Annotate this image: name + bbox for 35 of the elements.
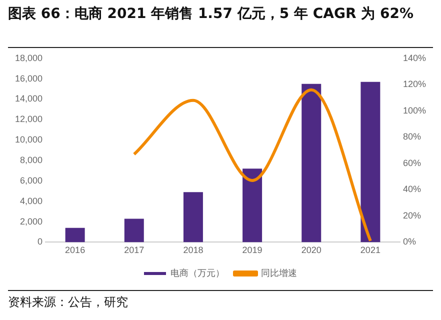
y-tick-label: 4,000	[20, 196, 43, 206]
legend-label: 同比增速	[261, 268, 297, 278]
y2-tick-label: 100%	[402, 105, 426, 116]
x-tick-label: 2017	[124, 245, 144, 256]
y-tick-label: 16,000	[14, 73, 43, 84]
x-tick-label: 2016	[65, 245, 86, 256]
x-tick-label: 2021	[360, 245, 380, 256]
y-tick-label: 12,000	[14, 114, 43, 124]
y2-tick-label: 120%	[402, 79, 426, 90]
bar	[360, 82, 380, 242]
text: 资料来源：公告，研究	[8, 294, 128, 311]
legend-label: 电商（万元）	[170, 268, 224, 278]
bar	[242, 168, 262, 242]
bar	[124, 218, 144, 242]
y-tick-label: 10,000	[14, 134, 43, 145]
bar	[65, 228, 85, 242]
y2-tick-label: 80%	[402, 132, 421, 142]
x-tick-label: 2019	[242, 245, 262, 256]
bar	[183, 192, 203, 242]
y-tick-label: 6,000	[20, 175, 43, 186]
y-tick-label: 0	[38, 236, 43, 247]
line-series	[132, 88, 372, 242]
y2-tick-label: 60%	[402, 158, 421, 168]
x-tick-label: 2018	[183, 245, 204, 256]
y2-tick-label: 20%	[402, 210, 421, 220]
y2-tick-label: 40%	[402, 184, 421, 194]
y-tick-label: 8,000	[20, 154, 43, 165]
y-tick-label: 14,000	[14, 94, 43, 104]
chart-title: 图表 66：电商 2021 年销售 1.57 亿元，5 年 CAGR 为 62%	[8, 4, 414, 24]
y-tick-label: 18,000	[14, 52, 43, 63]
y-tick-label: 2,000	[20, 216, 43, 226]
y2-tick-label: 140%	[402, 52, 426, 63]
bar	[302, 84, 322, 242]
x-tick-label: 2020	[301, 245, 322, 256]
y2-tick-label: 0%	[402, 236, 416, 247]
